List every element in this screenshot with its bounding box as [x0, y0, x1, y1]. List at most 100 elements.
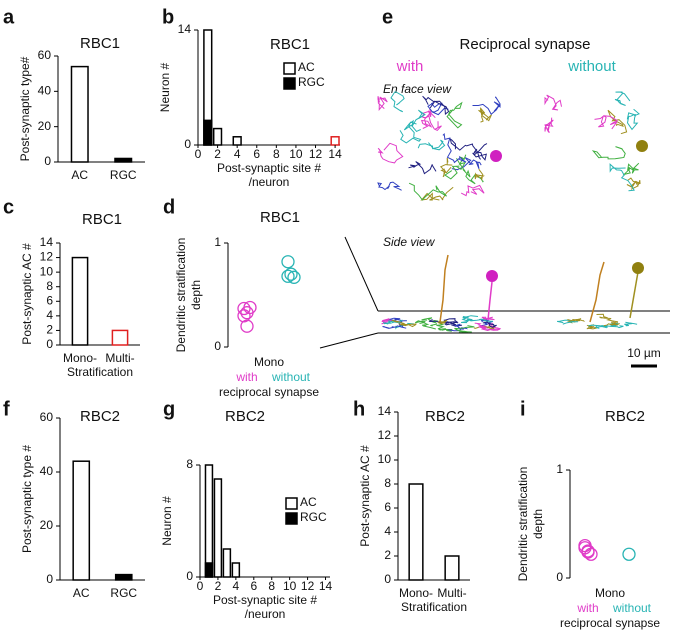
- neurite: [427, 102, 449, 116]
- panel-title: RBC2: [425, 408, 465, 425]
- point: [237, 309, 251, 323]
- y-tick-label: 4: [384, 524, 391, 538]
- x-axis-label: Post-synaptic site #: [213, 593, 317, 607]
- x-tick-label: 14: [328, 147, 342, 161]
- neurite: [446, 101, 463, 129]
- neurite: [408, 161, 437, 175]
- bar: [204, 464, 214, 578]
- soma: [486, 270, 498, 282]
- without-label: without: [567, 58, 616, 75]
- bar: [71, 256, 89, 346]
- bar: [72, 460, 91, 581]
- panel-title: RBC1: [270, 36, 310, 53]
- neurite: [596, 313, 619, 323]
- y-axis-label: Post-synaptic type#: [18, 56, 32, 161]
- y-tick-label: 0: [46, 337, 53, 351]
- x-tick-label: 4: [233, 579, 240, 593]
- x-axis-label: /neuron: [245, 607, 286, 621]
- y-tick-label: 0: [184, 137, 191, 151]
- y-tick-label: 4: [46, 308, 53, 322]
- neurite: [567, 318, 582, 322]
- bar: [232, 136, 242, 146]
- point: [240, 319, 254, 333]
- y-tick-label: 8: [384, 476, 391, 490]
- neurite: [395, 322, 415, 330]
- x-tick-label: Multi-: [105, 351, 134, 365]
- x-tick-label: RGC: [110, 168, 137, 182]
- bar: [203, 119, 213, 146]
- neurite: [622, 162, 640, 176]
- x-tick-label: AC: [73, 586, 90, 600]
- neurite: [607, 109, 628, 135]
- bar: [330, 136, 340, 146]
- y-tick-label: 0: [186, 569, 193, 583]
- y-tick-label: 2: [46, 323, 53, 337]
- y-axis-label: Neuron #: [158, 62, 172, 112]
- panel-letter: d: [163, 196, 175, 218]
- panel-letter: i: [520, 398, 526, 420]
- neurite: [594, 114, 619, 130]
- legend-label: RGC: [300, 510, 327, 524]
- neurite: [382, 325, 407, 329]
- point: [237, 301, 251, 316]
- point: [622, 547, 636, 561]
- neurite: [390, 91, 405, 113]
- neurite: [624, 321, 638, 327]
- y-tick-label: 40: [38, 84, 52, 98]
- legend-swatch: [285, 512, 298, 525]
- point: [281, 255, 295, 269]
- y-tick-label: 14: [378, 404, 392, 418]
- y-tick-label: 1: [214, 235, 221, 249]
- panel-title: RBC2: [225, 408, 265, 425]
- y-tick-label: 6: [384, 500, 391, 514]
- neurite: [420, 108, 433, 129]
- neurite: [451, 157, 482, 171]
- x-tick-label: 12: [309, 147, 323, 161]
- panel-letter: e: [382, 6, 393, 28]
- legend-label: AC: [300, 495, 317, 509]
- neurite: [626, 108, 640, 131]
- panel-letter: b: [162, 6, 174, 28]
- point: [281, 269, 295, 283]
- point: [578, 538, 592, 553]
- view-label: En face view: [383, 82, 452, 96]
- bar: [212, 127, 223, 146]
- bar: [444, 555, 460, 581]
- x-tick-label: 8: [273, 147, 280, 161]
- neurite: [420, 186, 454, 201]
- neurite: [479, 316, 495, 321]
- y-axis-label: Post-synaptic AC #: [20, 243, 34, 345]
- bar: [114, 157, 133, 163]
- neurite: [474, 322, 501, 332]
- point: [581, 545, 595, 559]
- neurite: [472, 96, 501, 115]
- y-tick-label: 20: [40, 518, 54, 532]
- neurite: [377, 181, 402, 191]
- neurite: [399, 121, 422, 144]
- x-tick-label: Mono-: [399, 586, 433, 600]
- x-tick-label: Mono: [254, 355, 284, 369]
- group-label: without: [612, 601, 652, 615]
- x-tick-label: Mono: [595, 586, 625, 600]
- y-tick-label: 0: [214, 339, 221, 353]
- x-axis-label: /neuron: [249, 175, 290, 189]
- neurite: [439, 254, 449, 323]
- group-label: with: [576, 601, 598, 615]
- neurite: [586, 324, 599, 330]
- panel-title: RBC1: [260, 209, 300, 226]
- y-axis-label: Post-synaptic type #: [20, 445, 34, 553]
- scale-label: 10 µm: [627, 346, 661, 360]
- x-axis-label: reciprocal synapse: [219, 385, 319, 399]
- panel-title: RBC2: [605, 408, 645, 425]
- neurite: [422, 95, 450, 115]
- legend-swatch: [285, 497, 298, 510]
- x-tick-label: 10: [289, 147, 303, 161]
- x-tick-label: RGC: [110, 586, 137, 600]
- neurite: [603, 321, 620, 327]
- legend-label: AC: [298, 60, 315, 74]
- y-tick-label: 2: [384, 548, 391, 562]
- x-tick-label: 6: [250, 579, 257, 593]
- bar: [231, 562, 241, 578]
- panel-title: RBC1: [80, 35, 120, 52]
- y-tick-label: 10: [378, 452, 392, 466]
